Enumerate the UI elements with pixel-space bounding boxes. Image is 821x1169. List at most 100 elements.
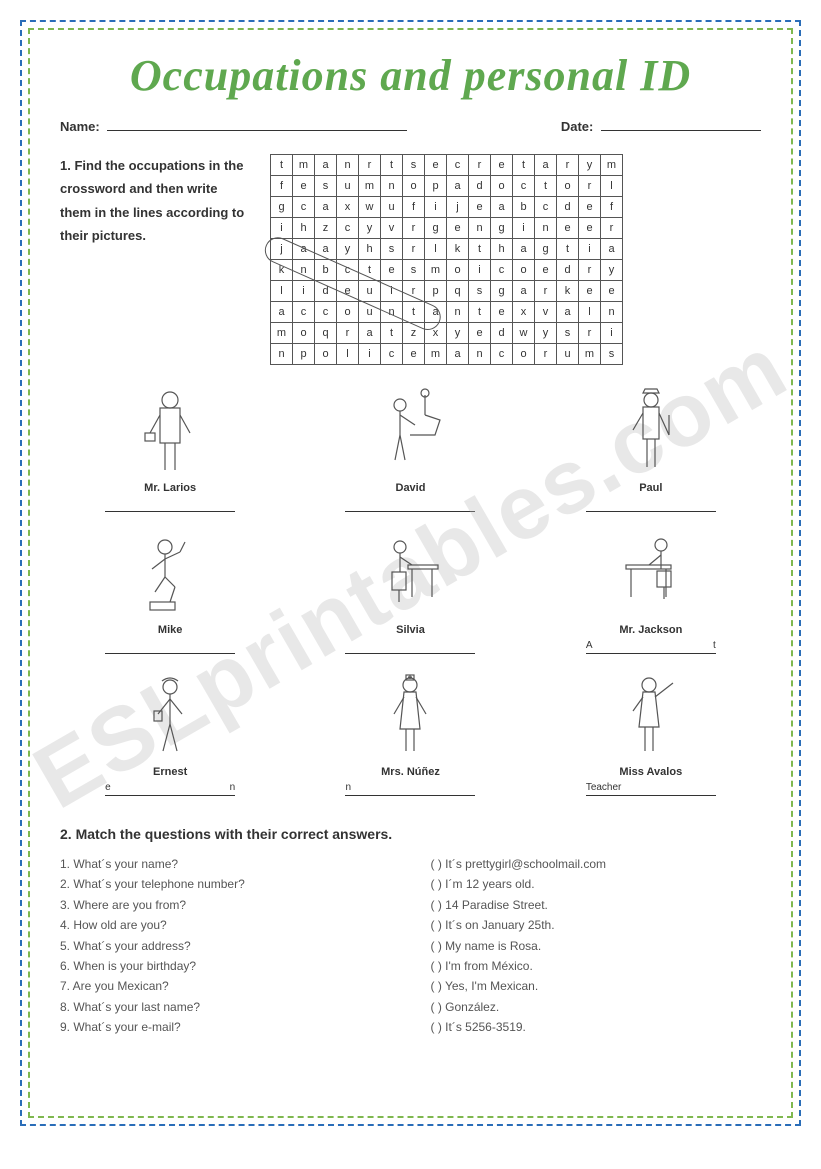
ws-cell: r: [579, 323, 601, 344]
ws-cell: m: [271, 323, 293, 344]
ws-cell: n: [381, 302, 403, 323]
ws-cell: c: [491, 344, 513, 365]
answer-item[interactable]: ( ) Yes, I'm Mexican.: [431, 976, 762, 996]
page-title: Occupations and personal ID: [60, 50, 761, 101]
ws-cell: n: [447, 302, 469, 323]
ws-cell: b: [513, 197, 535, 218]
ws-cell: e: [579, 197, 601, 218]
ws-cell: n: [337, 155, 359, 176]
ws-cell: y: [579, 155, 601, 176]
ws-cell: x: [425, 323, 447, 344]
ws-cell: r: [535, 344, 557, 365]
picture-label: David: [396, 482, 426, 494]
ws-cell: b: [315, 260, 337, 281]
ws-cell: i: [271, 218, 293, 239]
ws-cell: r: [579, 260, 601, 281]
answer-blank[interactable]: n: [345, 782, 475, 796]
ws-cell: y: [447, 323, 469, 344]
ws-cell: g: [425, 218, 447, 239]
answer-blank[interactable]: [105, 640, 235, 654]
section2-title: 2. Match the questions with their correc…: [60, 826, 761, 842]
ws-cell: i: [293, 281, 315, 302]
outer-border: ESLprintables.com Occupations and person…: [20, 20, 801, 1126]
name-label: Name:: [60, 119, 100, 134]
ws-cell: f: [403, 197, 425, 218]
answer-item[interactable]: ( ) My name is Rosa.: [431, 936, 762, 956]
answer-blank[interactable]: [345, 640, 475, 654]
ws-cell: o: [557, 176, 579, 197]
date-blank[interactable]: [601, 130, 761, 131]
question-item: 6. When is your birthday?: [60, 956, 391, 976]
question-item: 7. Are you Mexican?: [60, 976, 391, 996]
picture-cell: Mr. JacksonAt: [541, 522, 761, 654]
ws-cell: m: [579, 344, 601, 365]
ws-cell: l: [601, 176, 623, 197]
picture-cell: Miss AvalosTeacher: [541, 664, 761, 796]
section1-instructions: 1. Find the occupations in the crossword…: [60, 154, 250, 365]
ws-cell: e: [293, 176, 315, 197]
answer-blank[interactable]: en: [105, 782, 235, 796]
ws-cell: a: [425, 302, 447, 323]
date-field: Date:: [561, 119, 761, 134]
answer-blank[interactable]: [105, 498, 235, 512]
ws-cell: e: [601, 281, 623, 302]
ws-cell: k: [447, 239, 469, 260]
answer-item[interactable]: ( ) I'm from México.: [431, 956, 762, 976]
ws-cell: o: [293, 323, 315, 344]
ws-cell: a: [535, 155, 557, 176]
picture-label: Mrs. Núñez: [381, 766, 440, 778]
ws-cell: k: [271, 260, 293, 281]
ws-cell: n: [271, 344, 293, 365]
ws-cell: c: [293, 197, 315, 218]
ws-cell: z: [403, 323, 425, 344]
match-container: 1. What´s your name?2. What´s your telep…: [60, 854, 761, 1038]
answer-item[interactable]: ( ) González.: [431, 997, 762, 1017]
pictures-grid: Mr. LariosDavidPaulMikeSilviaMr. Jackson…: [60, 380, 761, 796]
ws-cell: j: [447, 197, 469, 218]
question-item: 3. Where are you from?: [60, 895, 391, 915]
picture-cell: David: [300, 380, 520, 512]
picture-label: Silvia: [396, 624, 425, 636]
ws-cell: e: [469, 323, 491, 344]
answer-item[interactable]: ( ) It´s on January 25th.: [431, 915, 762, 935]
answer-item[interactable]: ( ) I´m 12 years old.: [431, 874, 762, 894]
ws-cell: r: [557, 155, 579, 176]
ws-cell: m: [293, 155, 315, 176]
ws-cell: a: [293, 239, 315, 260]
ws-cell: r: [403, 239, 425, 260]
answer-item[interactable]: ( ) 14 Paradise Street.: [431, 895, 762, 915]
ws-cell: e: [491, 302, 513, 323]
ws-cell: g: [271, 197, 293, 218]
ws-cell: c: [315, 302, 337, 323]
ws-cell: k: [557, 281, 579, 302]
ws-cell: e: [579, 281, 601, 302]
answer-blank[interactable]: At: [586, 640, 716, 654]
answer-item[interactable]: ( ) It´s 5256-3519.: [431, 1017, 762, 1037]
ws-cell: y: [337, 239, 359, 260]
answer-blank[interactable]: [586, 498, 716, 512]
name-blank[interactable]: [107, 130, 407, 131]
answer-blank[interactable]: Teacher: [586, 782, 716, 796]
ws-cell: u: [337, 176, 359, 197]
picture-label: Ernest: [153, 766, 187, 778]
ws-cell: i: [359, 344, 381, 365]
wordsearch-container: tmanrtsecretarymfesumnopadoctorlgcaxwufi…: [270, 154, 761, 365]
questions-column: 1. What´s your name?2. What´s your telep…: [60, 854, 391, 1038]
ws-cell: w: [513, 323, 535, 344]
answer-blank[interactable]: [345, 498, 475, 512]
ws-cell: a: [513, 281, 535, 302]
ws-cell: g: [491, 218, 513, 239]
ws-cell: l: [579, 302, 601, 323]
ws-cell: d: [491, 323, 513, 344]
picture-cell: Silvia: [300, 522, 520, 654]
answer-item[interactable]: ( ) It´s prettygirl@schoolmail.com: [431, 854, 762, 874]
ws-cell: m: [601, 155, 623, 176]
occupation-illustration: [340, 522, 480, 622]
ws-cell: e: [403, 344, 425, 365]
ws-cell: r: [469, 155, 491, 176]
ws-cell: i: [469, 260, 491, 281]
ws-cell: r: [579, 176, 601, 197]
ws-cell: e: [557, 218, 579, 239]
ws-cell: t: [557, 239, 579, 260]
ws-cell: m: [425, 344, 447, 365]
